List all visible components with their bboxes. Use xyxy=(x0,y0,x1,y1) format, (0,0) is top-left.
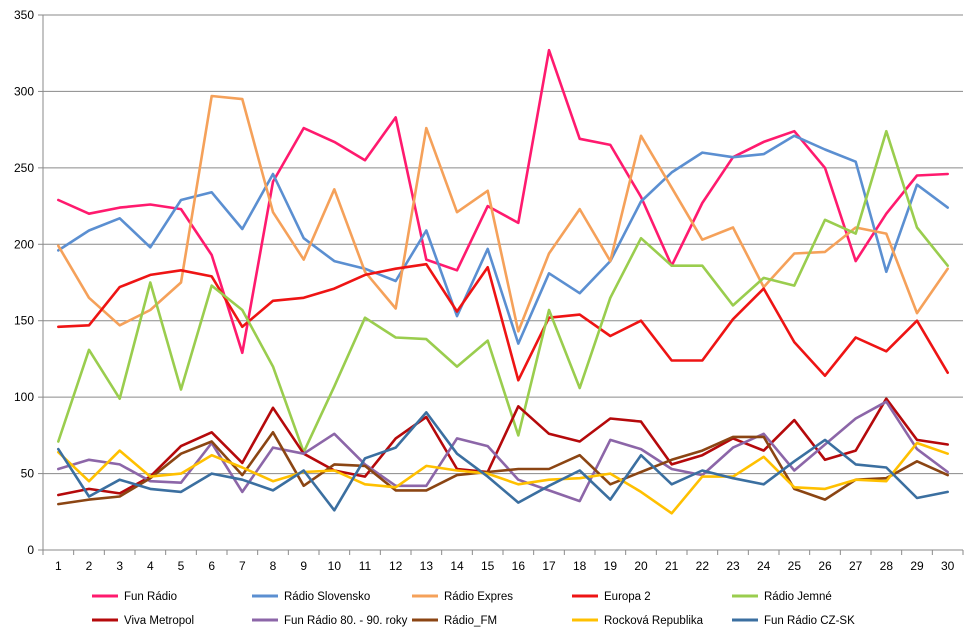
legend-label-7: Fun Rádio 80. - 90. roky xyxy=(284,615,408,627)
series-line-8 xyxy=(56,430,950,506)
x-tick-label-23: 23 xyxy=(726,559,740,573)
legend-label-4: Europa 2 xyxy=(604,591,651,603)
x-tick-label-10: 10 xyxy=(328,559,342,573)
y-tick-label-200: 200 xyxy=(14,237,34,251)
series-line-3 xyxy=(56,94,950,333)
x-tick-label-15: 15 xyxy=(481,559,495,573)
x-tick-label-12: 12 xyxy=(389,559,403,573)
legend-label-1: Fun Rádio xyxy=(124,591,177,603)
legend-label-9: Rocková Republika xyxy=(604,615,704,627)
series-line-5 xyxy=(56,129,950,454)
x-tick-label-30: 30 xyxy=(941,559,955,573)
series-line-6 xyxy=(56,397,950,497)
x-tick-label-11: 11 xyxy=(359,559,372,573)
x-tick-label-13: 13 xyxy=(420,559,434,573)
x-tick-label-9: 9 xyxy=(300,559,307,573)
x-tick-label-22: 22 xyxy=(696,559,710,573)
series-line-10 xyxy=(56,411,950,512)
y-tick-label-150: 150 xyxy=(14,314,34,328)
series-line-9 xyxy=(56,441,950,515)
y-tick-label-250: 250 xyxy=(14,161,34,175)
x-tick-label-24: 24 xyxy=(757,559,771,573)
series-line-7 xyxy=(56,400,950,503)
x-tick-label-17: 17 xyxy=(542,559,556,573)
x-tick-label-1: 1 xyxy=(55,559,62,573)
y-tick-label-0: 0 xyxy=(27,543,34,557)
x-tick-label-5: 5 xyxy=(178,559,185,573)
series-line-4 xyxy=(56,262,950,382)
x-tick-label-19: 19 xyxy=(604,559,618,573)
x-tick-label-20: 20 xyxy=(634,559,648,573)
y-tick-label-350: 350 xyxy=(14,8,34,22)
gridlines xyxy=(43,14,963,475)
series-line-1 xyxy=(56,48,950,355)
x-tick-label-18: 18 xyxy=(573,559,587,573)
legend-label-8: Rádio_FM xyxy=(444,615,497,627)
series-line-2 xyxy=(56,134,950,345)
y-tick-label-300: 300 xyxy=(14,84,34,98)
x-tick-label-26: 26 xyxy=(818,559,832,573)
y-tick-label-50: 50 xyxy=(21,467,35,481)
x-tick-label-16: 16 xyxy=(512,559,526,573)
x-tick-label-6: 6 xyxy=(208,559,215,573)
legend-label-6: Viva Metropol xyxy=(124,615,194,627)
legend-label-10: Fun Rádio CZ-SK xyxy=(764,615,855,627)
legend-label-5: Rádio Jemné xyxy=(764,591,832,603)
x-tick-label-3: 3 xyxy=(116,559,123,573)
x-tick-label-8: 8 xyxy=(270,559,277,573)
series-lines xyxy=(56,48,950,515)
x-tick-label-4: 4 xyxy=(147,559,154,573)
legend-label-2: Rádio Slovensko xyxy=(284,591,370,603)
y-tick-label-100: 100 xyxy=(14,390,34,404)
x-tick-label-21: 21 xyxy=(665,559,679,573)
x-tick-label-25: 25 xyxy=(788,559,802,573)
x-tick-label-7: 7 xyxy=(239,559,246,573)
legend: Fun Rádio Rádio Slovensko Rádio Expres Euro… xyxy=(92,591,855,627)
x-tick-label-29: 29 xyxy=(910,559,924,573)
legend-label-3: Rádio Expres xyxy=(444,591,513,603)
x-tick-label-28: 28 xyxy=(880,559,894,573)
x-tick-label-14: 14 xyxy=(450,559,464,573)
x-tick-label-27: 27 xyxy=(849,559,863,573)
x-tick-label-2: 2 xyxy=(86,559,93,573)
